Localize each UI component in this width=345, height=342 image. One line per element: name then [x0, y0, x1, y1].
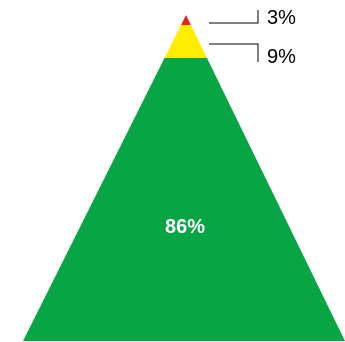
- leader-line-2: [209, 43, 259, 62]
- pyramid-segment-2: [164, 25, 207, 58]
- segment-label-3: 86%: [165, 216, 205, 238]
- segment-label-2: 9%: [267, 46, 296, 68]
- leader-line-1: [209, 10, 259, 24]
- segment-labels: 3% 9% 86%: [165, 7, 296, 238]
- segment-label-1: 3%: [267, 7, 296, 29]
- leader-lines: [209, 10, 259, 62]
- pyramid-segment-1: [181, 15, 191, 25]
- pyramid-segment-3: [23, 58, 345, 341]
- pyramid-segments: [23, 15, 345, 341]
